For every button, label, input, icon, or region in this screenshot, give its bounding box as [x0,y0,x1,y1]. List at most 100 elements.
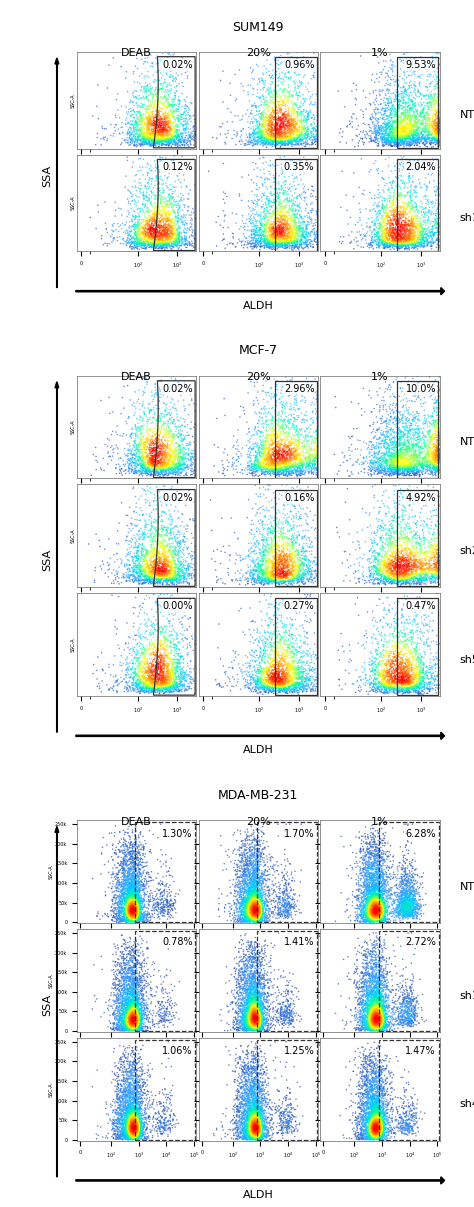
Point [262,445,270,465]
Point [374,885,382,904]
Point [110,1100,118,1119]
Point [250,1114,257,1133]
Point [254,1119,261,1138]
Point [401,123,409,142]
Point [359,963,366,982]
Point [395,77,402,97]
Point [282,1100,289,1119]
Point [410,1098,418,1118]
Point [272,453,280,472]
Point [147,225,155,244]
Point [248,170,255,189]
Point [276,222,283,241]
Point [375,1107,383,1126]
Point [248,97,256,116]
Point [119,1126,127,1145]
Point [283,642,291,661]
Point [134,1124,141,1143]
Point [452,235,460,255]
Point [146,1003,153,1022]
Point [163,677,170,696]
Point [248,882,256,902]
Point [262,672,269,692]
Point [243,1114,251,1133]
Point [281,214,289,233]
Point [263,993,270,1013]
Point [374,1011,381,1031]
Point [400,657,407,676]
Point [339,1126,347,1145]
Point [264,450,271,470]
Point [137,849,144,868]
Point [383,1100,391,1119]
Point [266,133,274,152]
Point [243,855,251,874]
Point [164,211,171,231]
Point [265,189,273,209]
Point [402,409,410,428]
Point [120,867,128,886]
Point [158,527,165,547]
Point [248,892,255,911]
Point [150,116,157,135]
Point [282,630,289,649]
Point [394,117,402,136]
Point [287,431,294,450]
Point [298,553,306,572]
Point [131,1091,139,1110]
Point [186,235,194,255]
Point [251,886,259,905]
Point [175,548,183,567]
Point [242,894,249,914]
Point [376,999,383,1019]
Point [188,547,196,566]
Point [400,127,407,146]
Point [122,973,130,992]
Point [124,1124,131,1143]
Point [262,212,270,232]
Point [375,1013,383,1032]
Point [419,560,427,579]
Point [380,1086,387,1106]
Point [253,1015,260,1034]
Point [154,568,162,588]
Point [376,886,384,905]
Point [234,884,241,903]
Point [381,1005,389,1025]
Point [438,566,445,585]
Point [413,232,420,251]
Point [262,441,269,460]
Point [137,629,144,648]
Point [388,658,396,677]
Point [169,140,177,159]
Point [450,111,458,130]
Point [118,1110,126,1130]
Point [399,112,407,132]
Point [445,675,452,694]
Point [370,973,378,992]
Point [315,107,322,127]
Point [445,403,453,422]
Point [259,552,267,571]
Point [441,556,448,576]
Point [148,518,155,537]
Point [392,228,399,247]
Point [152,234,159,253]
Point [434,432,441,451]
Point [386,845,394,864]
Point [438,456,446,476]
Point [133,855,140,874]
Point [376,1013,384,1032]
Point [368,828,376,847]
Point [121,964,128,984]
Point [353,80,360,99]
Point [243,880,250,899]
Point [118,1104,126,1124]
Point [116,1090,123,1109]
Point [109,1110,117,1130]
Point [264,896,272,915]
Point [272,652,279,671]
Point [159,233,166,252]
Point [308,566,316,585]
Point [120,967,128,986]
